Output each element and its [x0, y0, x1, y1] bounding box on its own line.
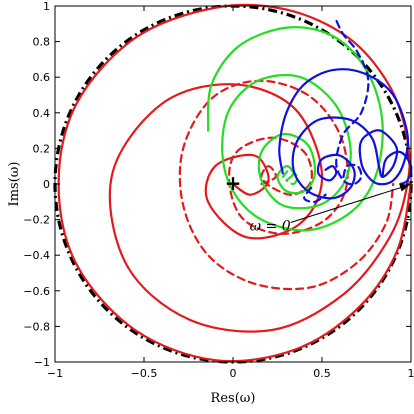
annotation-arrow	[290, 183, 410, 223]
blue-solid-series-5	[278, 68, 410, 200]
blue-solid-series-6	[381, 150, 413, 186]
axes-layer: −1 −0.5 0 0.5 1 1 0.8 0.6 0.4 0.2 0 −0.2 −0.4 −0.6 −0.…	[23, 0, 414, 380]
x-tick-label: 0.5	[313, 367, 331, 380]
green-dashed-series-4	[281, 168, 299, 186]
x-tick-label: −0.5	[131, 367, 158, 380]
red-dashed-series-2	[178, 79, 395, 291]
annotation-layer: ω = 0 +	[225, 171, 410, 235]
y-tick-label: 0.4	[33, 107, 51, 120]
blue-dashed-series-8	[303, 186, 327, 204]
red-solid-series-1	[57, 3, 413, 363]
y-tick-label: −0.2	[23, 214, 50, 227]
annotation-text: ω = 0	[250, 219, 291, 235]
y-tick-label: −1	[34, 356, 50, 369]
x-tick-label: −1	[47, 367, 63, 380]
y-tick-label: −0.8	[23, 320, 50, 333]
y-tick-label: 1	[43, 0, 50, 13]
x-tick-label: 1	[408, 367, 414, 380]
y-tick-label: −0.6	[23, 285, 50, 298]
y-tick-label: −0.4	[23, 249, 50, 262]
y-tick-label: 0.2	[33, 142, 51, 155]
y-tick-label: 0.8	[33, 36, 51, 49]
origin-marker: +	[225, 171, 242, 195]
y-tick-label: 0.6	[33, 71, 51, 84]
y-axis-label: Ims(ω)	[7, 162, 22, 207]
blue-dashed-series-7	[335, 19, 370, 186]
x-axis-label: Res(ω)	[211, 391, 256, 406]
x-tick-label: 0	[230, 367, 237, 380]
y-tick-label: 0	[43, 178, 50, 191]
